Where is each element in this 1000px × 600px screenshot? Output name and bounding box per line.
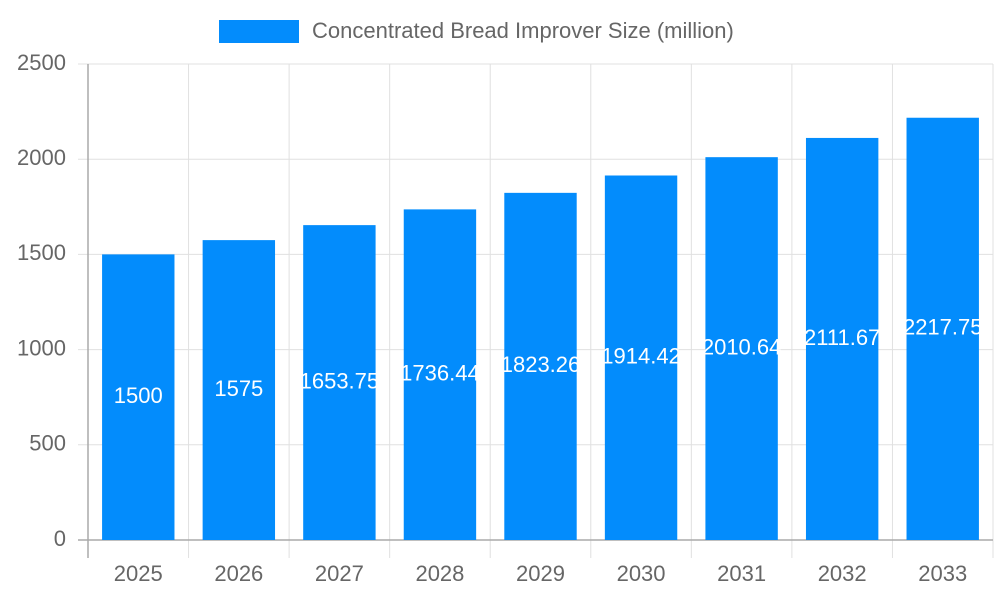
x-tick-label: 2030 [617,561,666,586]
x-tick-label: 2033 [918,561,967,586]
bar [303,225,376,540]
y-tick-label: 1500 [17,240,66,265]
bar [403,209,477,540]
data-label: 1500 [114,383,163,408]
data-label: 2111.67 [804,325,880,350]
x-tick-label: 2028 [415,561,464,586]
data-label: 1914.42 [601,344,681,369]
data-label: 1736.44 [400,361,480,386]
bar [604,175,678,540]
y-tick-label: 2000 [17,145,66,170]
y-tick-label: 2500 [17,50,66,75]
bar [805,137,879,540]
x-tick-label: 2027 [315,561,364,586]
data-label: 1653.75 [300,368,380,393]
bar [102,254,175,540]
x-tick-label: 2032 [818,561,867,586]
data-label: 1575 [214,376,263,401]
x-tick-label: 2029 [516,561,565,586]
data-label: 2010.64 [702,334,782,359]
bar [504,192,577,540]
x-tick-label: 2026 [214,561,263,586]
bar [705,157,778,541]
x-tick-label: 2025 [114,561,163,586]
data-label: 2217.75 [903,315,983,340]
data-label: 1823.26 [501,352,581,377]
bar [906,117,979,540]
y-tick-label: 0 [54,526,66,551]
y-tick-label: 1000 [17,335,66,360]
bar [202,240,276,540]
legend-swatch [219,20,299,43]
y-tick-label: 500 [29,431,66,456]
legend-label: Concentrated Bread Improver Size (millio… [312,18,734,43]
x-tick-label: 2031 [717,561,766,586]
